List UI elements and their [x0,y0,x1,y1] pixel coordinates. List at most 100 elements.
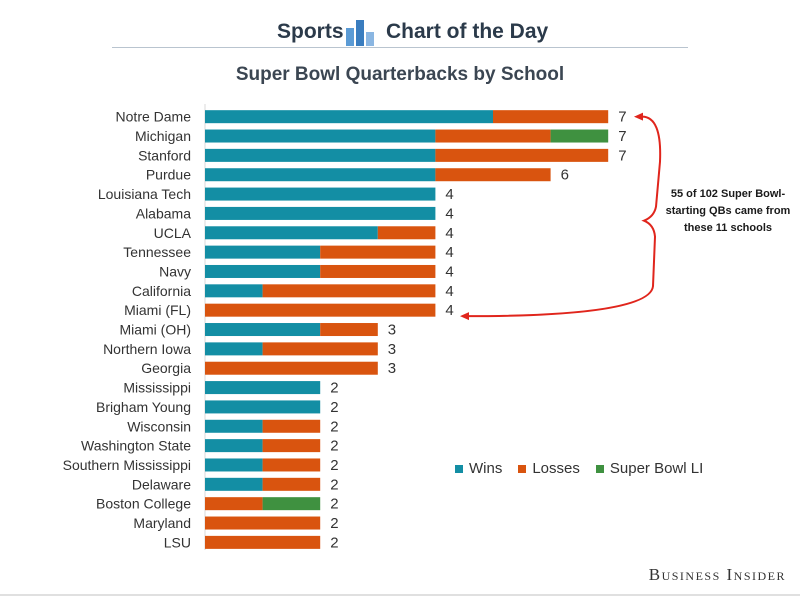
legend-label-losses: Losses [532,460,580,477]
bar-chart-icon [346,20,374,46]
total-label-georgia: 3 [388,360,396,377]
bar-losses-delaware [262,477,321,491]
category-label-ucla: UCLA [154,225,192,241]
category-label-miami-fl: Miami (FL) [124,302,191,318]
legend-label-superbowl: Super Bowl LI [609,460,704,477]
bars-layer: Notre Dame 7 Michigan 7 Stanford 7 Purdue 6 Loui… [63,104,627,551]
category-label-washington-state: Washington State [81,438,191,454]
bar-losses-miami-oh [320,323,378,337]
legend-swatch-losses [518,464,527,473]
category-label-georgia: Georgia [141,360,191,376]
annotation-text: 55 of 102 Super Bowl-starting QBs came f… [665,188,791,234]
category-label-brigham-young: Brigham Young [96,399,191,415]
category-label-delaware: Delaware [132,476,191,492]
category-label-lsu: LSU [164,534,191,550]
legend-label-wins: Wins [469,460,503,477]
header-divider [112,47,688,48]
bar-wins-notre-dame [205,110,493,124]
header-feature-label: Chart of the Day [386,20,549,43]
total-label-wisconsin: 2 [330,418,338,435]
bar-wins-louisiana-tech [205,187,436,201]
category-label-notre-dame: Notre Dame [116,109,192,125]
legend-item-wins: Wins [455,460,502,477]
total-label-miami-oh: 3 [388,322,396,339]
total-label-brigham-young: 2 [330,399,338,416]
category-label-northern-iowa: Northern Iowa [103,341,191,357]
bar-wins-northern-iowa [205,342,263,356]
header: Sports Chart of the Day [0,8,800,48]
total-label-tennessee: 4 [445,244,453,261]
bar-losses-maryland [205,516,321,530]
bar-losses-navy [320,264,436,278]
legend: Wins Losses Super Bowl LI [455,460,703,477]
bar-losses-california [262,284,436,298]
legend-item-losses: Losses [518,460,580,477]
bar-wins-miami-oh [205,323,321,337]
category-label-maryland: Maryland [133,515,191,531]
category-label-louisiana-tech: Louisiana Tech [98,186,191,202]
bar-losses-miami-fl [205,303,436,317]
bar-wins-tennessee [205,245,321,259]
total-label-michigan: 7 [618,128,626,145]
category-label-wisconsin: Wisconsin [127,418,191,434]
category-label-stanford: Stanford [138,147,191,163]
legend-item-superbowl: Super Bowl LI [595,460,704,477]
total-label-delaware: 2 [330,476,338,493]
category-label-miami-oh: Miami (OH) [119,322,191,338]
bar-wins-purdue [205,168,436,182]
category-label-navy: Navy [159,263,191,279]
category-label-boston-college: Boston College [96,496,191,512]
arrowhead-top [634,112,643,121]
total-label-ucla: 4 [445,225,453,242]
category-label-tennessee: Tennessee [123,244,191,260]
total-label-purdue: 6 [561,167,569,184]
bar-losses-washington-state [262,439,321,453]
total-label-stanford: 7 [618,147,626,164]
legend-swatch-superbowl [595,464,604,473]
bar-wins-mississippi [205,381,321,395]
arrowhead-bottom [460,312,469,321]
bar-losses-purdue [435,168,551,182]
category-label-mississippi: Mississippi [123,380,191,396]
bar-losses-wisconsin [262,419,321,433]
bar-losses-lsu [205,535,321,549]
bar-losses-georgia [205,361,378,375]
annotation-arrow [460,112,662,321]
chart-title: Super Bowl Quarterbacks by School [235,64,565,85]
bar-losses-boston-college [205,497,263,511]
bar-wins-brigham-young [205,400,321,414]
total-label-california: 4 [445,283,453,300]
total-label-notre-dame: 7 [618,109,626,126]
total-label-navy: 4 [445,263,453,280]
footer-divider [0,594,800,596]
bar-losses-michigan [435,129,551,143]
total-label-alabama: 4 [445,205,453,222]
total-label-miami-fl: 4 [445,302,453,319]
bar-wins-stanford [205,148,436,162]
bar-wins-alabama [205,206,436,220]
category-label-purdue: Purdue [146,167,191,183]
brand-logo: Business Insider [648,565,786,584]
legend-swatch-wins [455,464,463,473]
bar-wins-washington-state [205,439,263,453]
bar-losses-notre-dame [493,110,609,124]
total-label-maryland: 2 [330,515,338,532]
bar-super-bowl-li-michigan [550,129,609,143]
bar-losses-ucla [377,226,436,240]
bar-wins-navy [205,264,321,278]
total-label-louisiana-tech: 4 [445,186,453,203]
category-label-michigan: Michigan [135,128,191,144]
bar-wins-southern-mississippi [205,458,263,472]
bar-losses-southern-mississippi [262,458,321,472]
total-label-washington-state: 2 [330,438,338,455]
annotation-bracket [465,115,662,318]
total-label-southern-mississippi: 2 [330,457,338,474]
bar-super-bowl-li-boston-college [262,497,321,511]
total-label-lsu: 2 [330,534,338,551]
bar-wins-michigan [205,129,436,143]
bar-losses-tennessee [320,245,436,259]
header-section-label: Sports [277,20,344,43]
category-label-california: California [132,283,191,299]
bar-losses-northern-iowa [262,342,378,356]
